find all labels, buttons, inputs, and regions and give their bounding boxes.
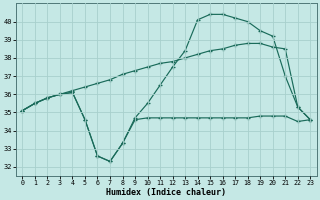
X-axis label: Humidex (Indice chaleur): Humidex (Indice chaleur) xyxy=(106,188,226,197)
